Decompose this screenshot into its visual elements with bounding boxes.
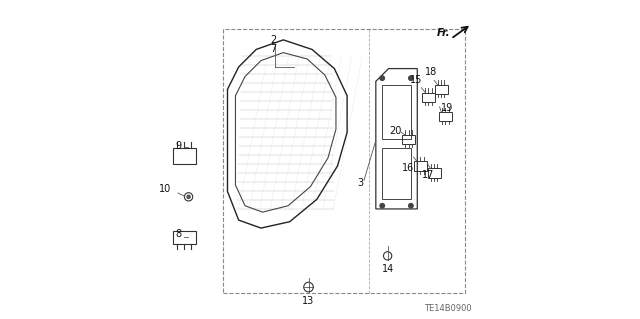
Text: 13: 13 (301, 296, 314, 307)
Circle shape (409, 204, 413, 208)
Text: 15: 15 (410, 75, 422, 85)
Text: Fr.: Fr. (436, 28, 450, 38)
Text: 10: 10 (159, 184, 171, 195)
Text: 9: 9 (175, 141, 181, 151)
Text: 20: 20 (390, 126, 402, 137)
Bar (428, 168, 440, 178)
Bar (439, 112, 452, 121)
Text: 3: 3 (357, 178, 363, 189)
Text: 2: 2 (271, 35, 277, 45)
Circle shape (380, 204, 385, 208)
Circle shape (187, 195, 190, 198)
Circle shape (409, 76, 413, 80)
Text: 7: 7 (271, 44, 277, 55)
Text: 18: 18 (425, 67, 437, 77)
Text: TE14B0900: TE14B0900 (424, 304, 472, 313)
Bar (422, 93, 435, 102)
Bar (403, 135, 415, 144)
Bar (414, 161, 427, 171)
Text: 19: 19 (441, 103, 453, 114)
Circle shape (380, 76, 385, 80)
Text: 14: 14 (381, 263, 394, 274)
Text: 17: 17 (422, 170, 434, 181)
Bar (173, 231, 196, 244)
Bar (435, 85, 447, 94)
Text: 8: 8 (175, 228, 181, 239)
Bar (173, 148, 196, 164)
Text: 16: 16 (402, 163, 414, 174)
